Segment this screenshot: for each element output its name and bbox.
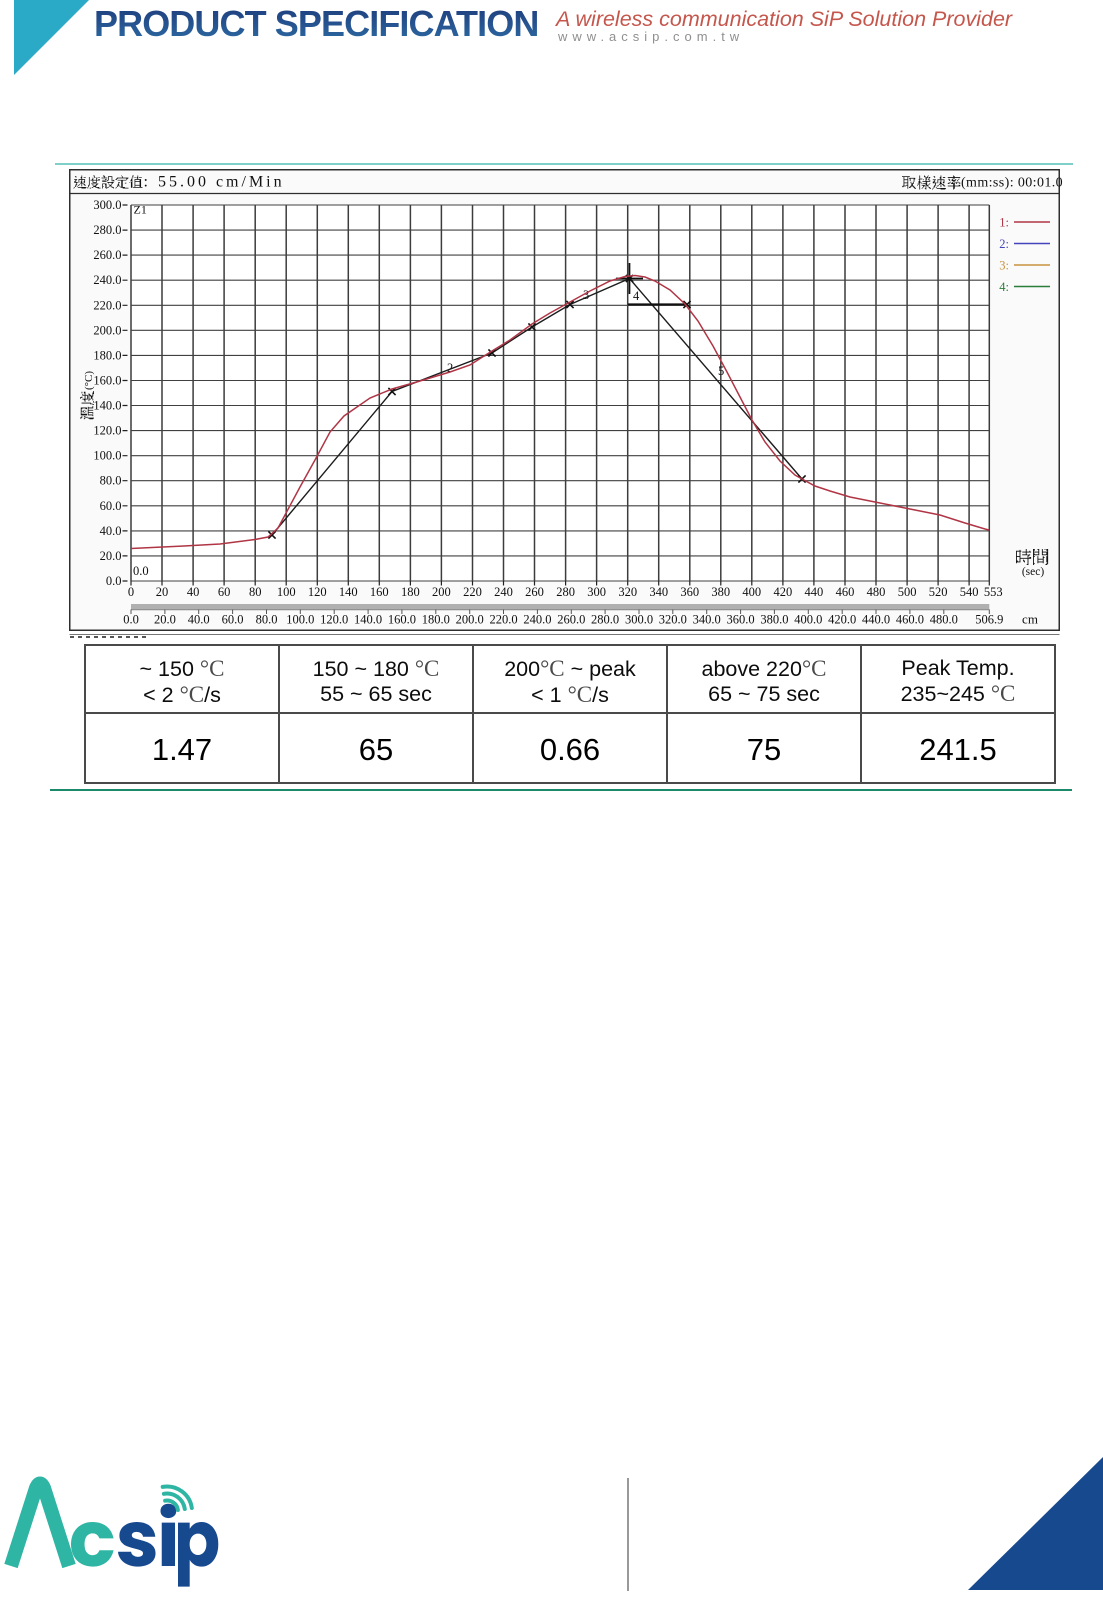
- svg-text:cm: cm: [1022, 612, 1038, 627]
- svg-text:300: 300: [587, 585, 606, 599]
- svg-text:320.0: 320.0: [659, 613, 687, 627]
- svg-text:240: 240: [494, 585, 513, 599]
- svg-text:260: 260: [525, 585, 544, 599]
- svg-text:20.0: 20.0: [154, 613, 176, 627]
- svg-text:420.0: 420.0: [828, 613, 856, 627]
- svg-text:80: 80: [249, 585, 262, 599]
- svg-text:480.0: 480.0: [930, 613, 958, 627]
- svg-text:553: 553: [984, 585, 1003, 599]
- svg-text:240.0: 240.0: [523, 613, 551, 627]
- svg-text:500: 500: [898, 585, 917, 599]
- svg-text:380: 380: [711, 585, 730, 599]
- svg-text:3: 3: [583, 288, 589, 302]
- svg-text:360: 360: [680, 585, 699, 599]
- svg-text:520: 520: [929, 585, 948, 599]
- svg-text:0.0: 0.0: [106, 574, 122, 588]
- svg-text:4: 4: [633, 289, 640, 303]
- svg-text:3:: 3:: [999, 259, 1009, 273]
- svg-text:200: 200: [432, 585, 451, 599]
- svg-text:280.0: 280.0: [93, 223, 121, 237]
- svg-text:Z1: Z1: [134, 203, 147, 217]
- svg-text:60.0: 60.0: [100, 499, 122, 513]
- svg-text:120: 120: [308, 585, 327, 599]
- svg-text:1:: 1:: [999, 216, 1009, 230]
- svg-text:0.0: 0.0: [123, 613, 139, 627]
- svg-text:140.0: 140.0: [93, 399, 121, 413]
- svg-text:20: 20: [156, 585, 169, 599]
- svg-text:160.0: 160.0: [388, 613, 416, 627]
- svg-text:220.0: 220.0: [93, 298, 121, 312]
- svg-text:(sec): (sec): [1022, 566, 1045, 578]
- svg-text:140: 140: [339, 585, 358, 599]
- svg-text:160.0: 160.0: [93, 374, 121, 388]
- svg-text:: 55.00 cm/Min: : 55.00 cm/Min: [144, 174, 285, 191]
- svg-text:400.0: 400.0: [794, 613, 822, 627]
- svg-text:200.0: 200.0: [93, 323, 121, 337]
- svg-text:340.0: 340.0: [693, 613, 721, 627]
- svg-text:60: 60: [218, 585, 231, 599]
- svg-text:480: 480: [867, 585, 886, 599]
- svg-text:440: 440: [805, 585, 824, 599]
- svg-text:420: 420: [774, 585, 793, 599]
- svg-text:300.0: 300.0: [93, 198, 121, 212]
- svg-text:100.0: 100.0: [93, 449, 121, 463]
- svg-text:200.0: 200.0: [456, 613, 484, 627]
- svg-text:380.0: 380.0: [760, 613, 788, 627]
- svg-text:2: 2: [447, 361, 453, 375]
- svg-text:4:: 4:: [999, 280, 1009, 294]
- svg-text:100.0: 100.0: [286, 613, 314, 627]
- svg-text:180: 180: [401, 585, 420, 599]
- svg-text:506.9: 506.9: [975, 613, 1003, 627]
- svg-text:20.0: 20.0: [100, 549, 122, 563]
- svg-text:360.0: 360.0: [727, 613, 755, 627]
- svg-text:280: 280: [556, 585, 575, 599]
- svg-text:460: 460: [836, 585, 855, 599]
- svg-text:260.0: 260.0: [93, 248, 121, 262]
- svg-text:460.0: 460.0: [896, 613, 924, 627]
- svg-text:120.0: 120.0: [320, 613, 348, 627]
- svg-text:180.0: 180.0: [422, 613, 450, 627]
- svg-text:180.0: 180.0: [93, 348, 121, 362]
- svg-text:160: 160: [370, 585, 389, 599]
- svg-text:260.0: 260.0: [557, 613, 585, 627]
- svg-text:5: 5: [718, 364, 724, 378]
- svg-text:80.0: 80.0: [100, 474, 122, 488]
- svg-text:280.0: 280.0: [591, 613, 619, 627]
- svg-text:320: 320: [618, 585, 637, 599]
- svg-text:440.0: 440.0: [862, 613, 890, 627]
- svg-text:(°C): (°C): [83, 371, 95, 390]
- svg-text:(mm:ss): 00:01.0: (mm:ss): 00:01.0: [961, 176, 1063, 191]
- svg-text:340: 340: [649, 585, 668, 599]
- svg-text:120.0: 120.0: [93, 424, 121, 438]
- svg-text:140.0: 140.0: [354, 613, 382, 627]
- svg-text:220.0: 220.0: [489, 613, 517, 627]
- svg-text:240.0: 240.0: [93, 273, 121, 287]
- svg-text:400: 400: [742, 585, 761, 599]
- svg-text:220: 220: [463, 585, 482, 599]
- svg-text:0.0: 0.0: [133, 564, 149, 578]
- svg-text:100: 100: [277, 585, 296, 599]
- svg-text:0: 0: [128, 585, 134, 599]
- svg-text:80.0: 80.0: [256, 613, 278, 627]
- svg-text:40.0: 40.0: [188, 613, 210, 627]
- svg-text:60.0: 60.0: [222, 613, 244, 627]
- svg-text:540: 540: [960, 585, 979, 599]
- svg-text:300.0: 300.0: [625, 613, 653, 627]
- svg-text:40: 40: [187, 585, 200, 599]
- svg-text:2:: 2:: [999, 237, 1009, 251]
- svg-text:40.0: 40.0: [100, 524, 122, 538]
